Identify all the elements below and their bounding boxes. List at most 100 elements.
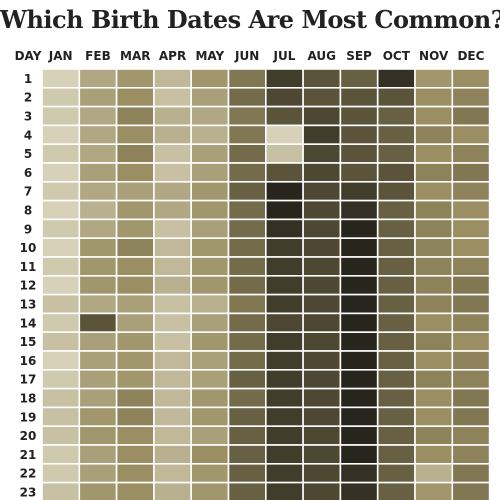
heatmap-cell-dec-2 [451,87,491,108]
heatmap-cell-feb-5 [78,143,118,164]
heatmap-cell-may-23 [190,481,230,500]
heatmap-cell-feb-10 [78,237,118,258]
heatmap-cell-sep-18 [339,387,379,409]
heatmap-cell-jul-7 [264,181,304,202]
heatmap-cell-sep-2 [339,87,379,108]
heatmap-cell-mar-10 [115,237,155,258]
heatmap-cell-dec-9 [451,218,491,239]
heatmap-cell-sep-16 [339,350,379,371]
heatmap-cell-oct-6 [376,162,416,183]
heatmap-cell-nov-2 [414,87,454,108]
heatmap-cell-nov-10 [414,237,454,258]
heatmap-cell-jun-7 [227,181,267,202]
heatmap-cell-jan-14 [41,312,81,333]
heatmap-cell-mar-18 [115,387,155,409]
heatmap-cell-oct-14 [376,312,416,333]
column-header-sep: SEP [346,49,372,63]
heatmap-cell-jan-3 [41,105,81,127]
heatmap-cell-aug-19 [302,406,342,427]
heatmap-cell-sep-14 [339,312,379,333]
heatmap-cell-jan-12 [41,274,81,296]
heatmap-cell-feb-6 [78,162,118,183]
heatmap-cell-dec-19 [451,406,491,427]
row-label-day-23: 23 [20,486,37,500]
heatmap-cell-apr-13 [153,293,192,315]
heatmap-cell-oct-7 [376,181,416,202]
heatmap-cell-feb-11 [78,256,118,277]
heatmap-cell-jun-20 [227,425,267,446]
heatmap-cell-feb-1 [78,68,118,89]
heatmap-cell-may-17 [190,368,230,390]
heatmap-cell-apr-1 [153,68,192,89]
heatmap-cell-feb-7 [78,181,118,202]
heatmap-cell-feb-19 [78,406,118,427]
column-header-feb: FEB [85,49,111,63]
heatmap-cell-jun-5 [227,143,267,164]
heatmap-cell-jul-23 [264,481,304,500]
heatmap-cell-sep-3 [339,105,379,127]
heatmap-cell-sep-12 [339,274,379,296]
heatmap-cell-mar-19 [115,406,155,427]
heatmap-cell-apr-7 [153,181,192,202]
heatmap-cell-sep-20 [339,425,379,446]
heatmap-cell-dec-7 [451,181,491,202]
heatmap-cell-may-14 [190,312,230,333]
heatmap-cell-nov-11 [414,256,454,277]
column-header-aug: AUG [307,49,336,63]
heatmap-cell-jan-9 [41,218,81,239]
heatmap-cell-mar-3 [115,105,155,127]
heatmap-cell-mar-8 [115,199,155,221]
heatmap-cell-apr-11 [153,256,192,277]
heatmap-cell-jun-17 [227,368,267,390]
row-label-day-10: 10 [20,241,37,255]
heatmap-cell-jun-12 [227,274,267,296]
heatmap-cell-jan-5 [41,143,81,164]
heatmap-cell-may-10 [190,237,230,258]
heatmap-cell-aug-7 [302,181,342,202]
row-label-day-8: 8 [24,204,32,218]
heatmap-cell-sep-15 [339,331,379,352]
heatmap-cell-jun-8 [227,199,267,221]
heatmap-cell-jul-8 [264,199,304,221]
heatmap-cell-feb-18 [78,387,118,409]
heatmap-cell-jul-16 [264,350,304,371]
heatmap-cell-aug-1 [302,68,342,89]
row-label-day-13: 13 [20,298,37,312]
heatmap-cell-mar-23 [115,481,155,500]
heatmap-cell-feb-21 [78,444,118,465]
heatmap-cell-oct-8 [376,199,416,221]
heatmap-cell-nov-20 [414,425,454,446]
heatmap-cell-dec-3 [451,105,491,127]
heatmap-cell-feb-3 [78,105,118,127]
heatmap-cell-apr-5 [153,143,192,164]
heatmap-cell-sep-8 [339,199,379,221]
heatmap-cell-mar-7 [115,181,155,202]
heatmap-cell-jan-7 [41,181,81,202]
heatmap-cell-dec-8 [451,199,491,221]
heatmap-cell-dec-17 [451,368,491,390]
heatmap-cell-nov-5 [414,143,454,164]
heatmap-cell-jun-1 [227,68,267,89]
heatmap-cell-aug-11 [302,256,342,277]
row-label-day-2: 2 [24,91,32,105]
corner-label-day: DAY [15,49,42,63]
heatmap-cell-may-9 [190,218,230,239]
heatmap-cell-nov-12 [414,274,454,296]
heatmap-cell-oct-16 [376,350,416,371]
heatmap-cell-apr-14 [153,312,192,333]
heatmap-cell-jan-23 [41,481,81,500]
heatmap-cell-may-18 [190,387,230,409]
heatmap-cell-aug-21 [302,444,342,465]
heatmap-cell-jun-14 [227,312,267,333]
heatmap-cell-apr-17 [153,368,192,390]
heatmap-cell-jan-4 [41,124,81,146]
heatmap-cell-jan-11 [41,256,81,277]
heatmap-cell-sep-23 [339,481,379,500]
heatmap-cell-jun-23 [227,481,267,500]
heatmap-cell-aug-6 [302,162,342,183]
row-label-day-7: 7 [24,185,32,199]
heatmap-cell-apr-3 [153,105,192,127]
heatmap-cell-jan-1 [41,68,81,89]
row-label-day-21: 21 [20,448,37,462]
heatmap-cell-jul-1 [264,68,304,89]
